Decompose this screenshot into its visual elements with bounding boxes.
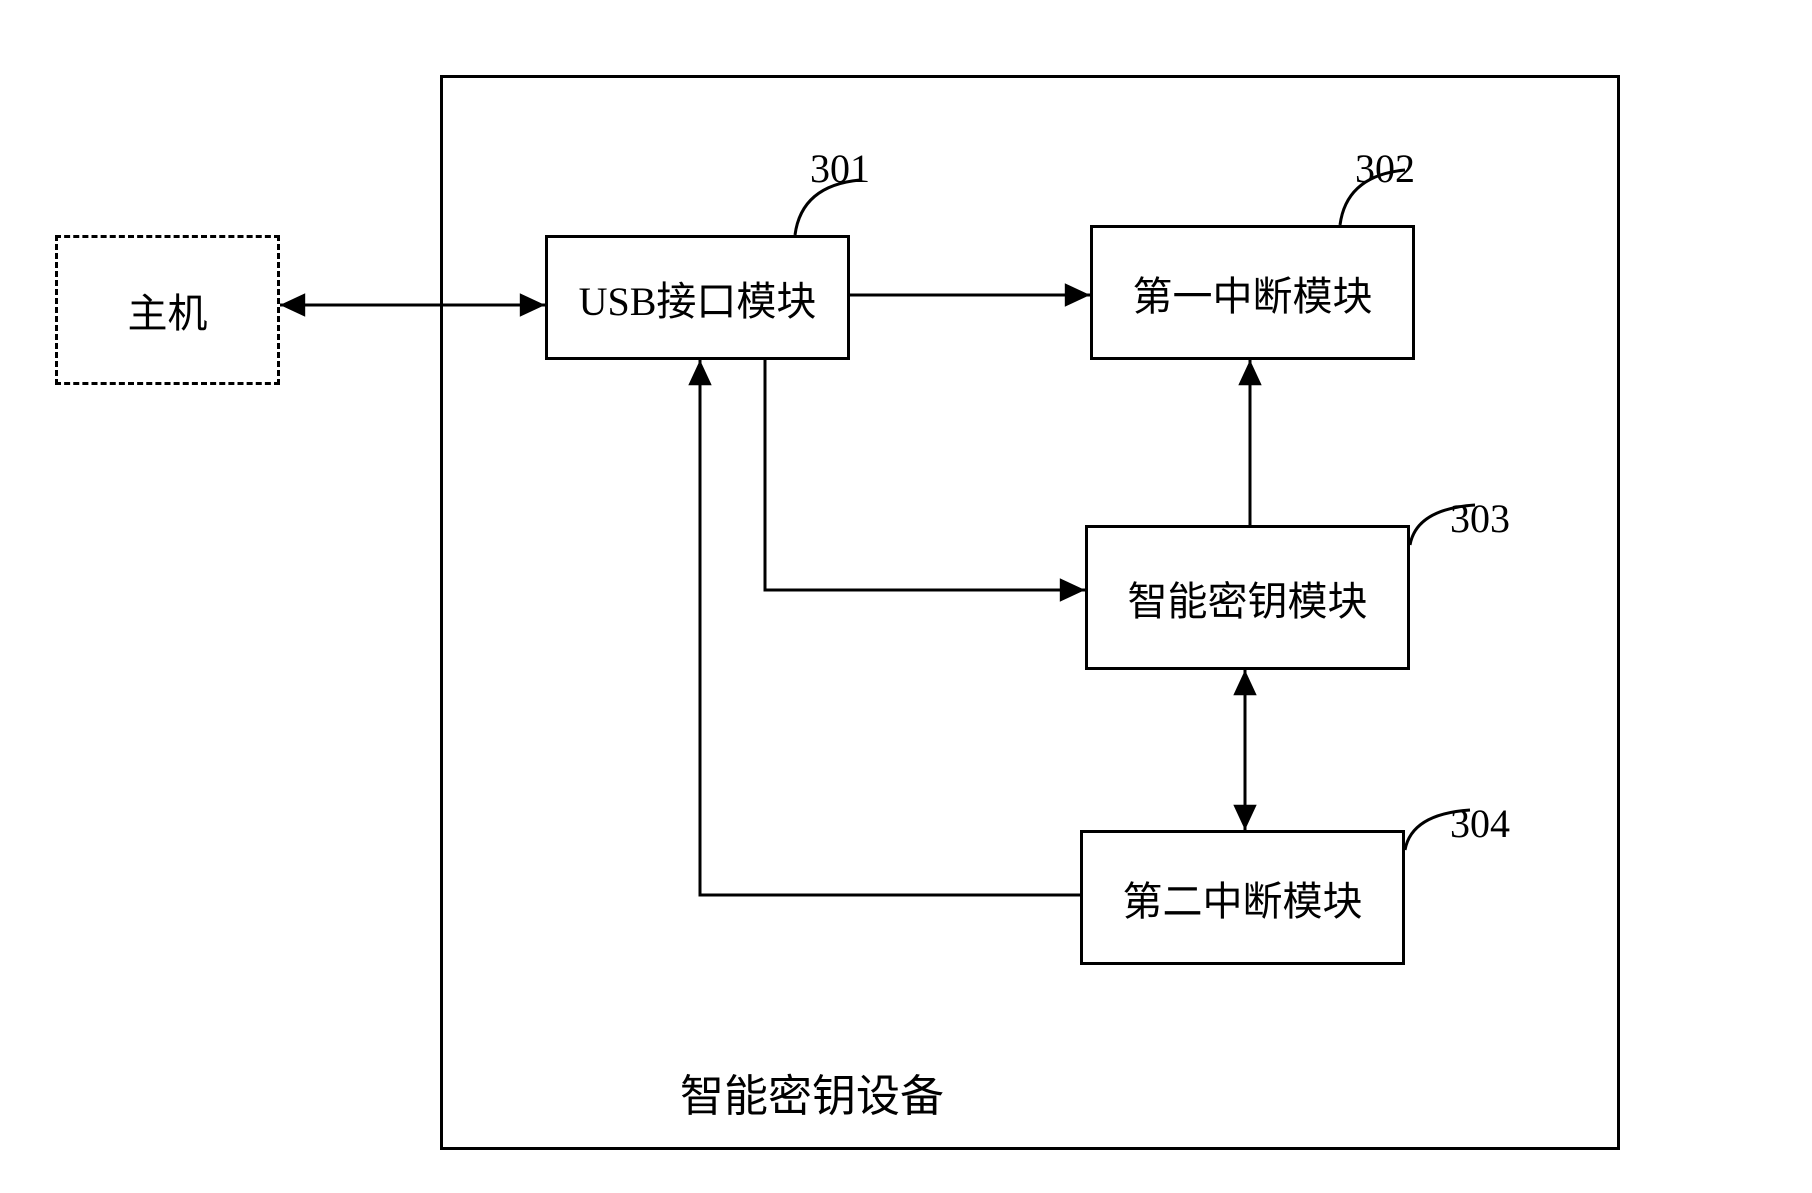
second-interrupt-label: 第二中断模块: [1123, 869, 1363, 927]
host-box: 主机: [55, 235, 280, 385]
first-interrupt-label: 第一中断模块: [1133, 264, 1373, 322]
first-interrupt-ref: 302: [1355, 145, 1415, 192]
second-interrupt-ref: 304: [1450, 800, 1510, 847]
smart-key-ref: 303: [1450, 495, 1510, 542]
second-interrupt-box: 第二中断模块: [1080, 830, 1405, 965]
usb-interface-box: USB接口模块: [545, 235, 850, 360]
smart-key-label: 智能密钥模块: [1128, 569, 1368, 627]
container-caption: 智能密钥设备: [680, 1060, 944, 1124]
usb-interface-label: USB接口模块: [579, 269, 817, 327]
first-interrupt-box: 第一中断模块: [1090, 225, 1415, 360]
smart-key-box: 智能密钥模块: [1085, 525, 1410, 670]
host-label: 主机: [128, 281, 208, 339]
block-diagram: 主机 智能密钥设备 USB接口模块 301 第一中断模块 302 智能密钥模块 …: [0, 0, 1812, 1193]
usb-interface-ref: 301: [810, 145, 870, 192]
